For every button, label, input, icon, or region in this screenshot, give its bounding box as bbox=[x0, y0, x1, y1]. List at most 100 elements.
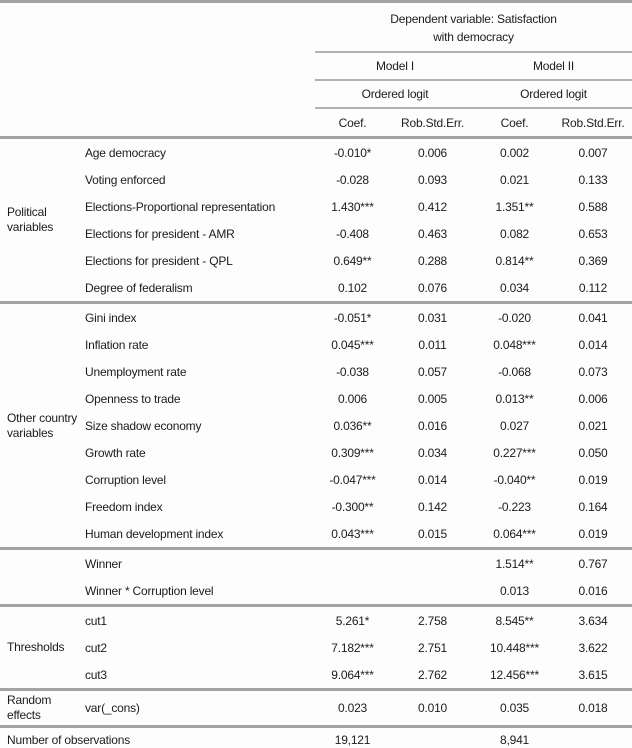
observations-model2: 8,941 bbox=[499, 733, 530, 747]
value-cell: 0.227*** bbox=[493, 445, 536, 460]
value-cell: 0.010 bbox=[417, 701, 448, 715]
header-spacer bbox=[0, 3, 315, 136]
model-header-row: Model I Model II bbox=[315, 53, 632, 79]
value-cell: 0.023 bbox=[337, 701, 368, 715]
table-row: Winner 1.514** 0.767 bbox=[82, 550, 632, 577]
value-cell: 2.758 bbox=[417, 613, 448, 628]
table-section: Other country variables Gini index -0.051*… bbox=[0, 304, 632, 547]
top-rule bbox=[0, 0, 632, 3]
table-section: Political variables Age democracy -0.010* 0… bbox=[0, 139, 632, 301]
variable-label: Growth rate bbox=[85, 445, 146, 460]
value-cell: 0.112 bbox=[578, 280, 608, 295]
value-cell: 0.015 bbox=[417, 526, 448, 541]
value-cell: 0.164 bbox=[578, 499, 608, 514]
value-cell: 0.133 bbox=[578, 172, 608, 187]
section-rows: Winner 1.514** 0.767 Winner * Corruption le… bbox=[82, 550, 632, 604]
value-cell: 0.031 bbox=[417, 310, 448, 325]
value-cell: 0.412 bbox=[417, 199, 448, 214]
table-row: Unemployment rate -0.038 0.057 -0.068 0.073 bbox=[82, 358, 632, 385]
table-row: Winner * Corruption level 0.013 0.016 bbox=[82, 577, 632, 604]
value-cell: 0.007 bbox=[578, 145, 608, 160]
value-cell: 0.019 bbox=[578, 526, 608, 541]
observations-label: Number of observations bbox=[7, 733, 130, 747]
value-cell: 0.005 bbox=[417, 391, 448, 406]
table-row: Freedom index -0.300** 0.142 -0.223 0.164 bbox=[82, 493, 632, 520]
value-cell: 0.018 bbox=[578, 701, 608, 715]
value-cell: 0.767 bbox=[578, 556, 608, 571]
table-row: Human development index 0.043*** 0.015 0.06… bbox=[82, 520, 632, 547]
table-row: Gini index -0.051* 0.031 -0.020 0.041 bbox=[82, 304, 632, 331]
table-row: Inflation rate 0.045*** 0.011 0.048*** 0.014 bbox=[82, 331, 632, 358]
table-section: Random effects var(_cons) 0.023 0.010 0.035 0… bbox=[0, 691, 632, 725]
value-cell: -0.051* bbox=[333, 310, 372, 325]
variable-label: Unemployment rate bbox=[85, 364, 187, 379]
value-cell: 0.309*** bbox=[331, 445, 374, 460]
value-cell: 7.182*** bbox=[331, 640, 374, 655]
value-cell: 3.615 bbox=[578, 667, 608, 682]
value-cell: 0.021 bbox=[578, 418, 608, 433]
group-label bbox=[0, 550, 82, 604]
observations-row: Number of observations 19,121 8,941 bbox=[0, 728, 632, 748]
coef-header-model2: Coef. bbox=[500, 115, 529, 130]
value-cell: 0.021 bbox=[499, 172, 530, 187]
table-row: Elections-Proportional representation 1.4… bbox=[82, 193, 632, 220]
value-cell: 0.057 bbox=[417, 364, 448, 379]
table-body: Political variables Age democracy -0.010* 0… bbox=[0, 139, 632, 728]
variable-label: cut2 bbox=[85, 640, 107, 655]
variable-label: Age democracy bbox=[85, 145, 166, 160]
variable-label: cut3 bbox=[85, 667, 107, 682]
value-cell: 0.006 bbox=[578, 391, 608, 406]
value-cell: 0.073 bbox=[578, 364, 608, 379]
coef-header-model1: Coef. bbox=[338, 115, 367, 130]
table-row: Voting enforced -0.028 0.093 0.021 0.133 bbox=[82, 166, 632, 193]
value-cell: 1.351** bbox=[495, 199, 534, 214]
table-row: Age democracy -0.010* 0.006 0.002 0.007 bbox=[82, 139, 632, 166]
value-cell: 0.013 bbox=[499, 583, 530, 598]
table-section: Thresholds cut1 5.261* 2.758 8.545** 3.634 cut… bbox=[0, 607, 632, 688]
table-header: Dependent variable: Satisfaction with de… bbox=[0, 3, 632, 136]
section-divider bbox=[0, 725, 632, 728]
stat-header-row: Coef. Rob.Std.Err. Coef. Rob.Std.Err. bbox=[315, 109, 632, 136]
table-row: Growth rate 0.309*** 0.034 0.227*** 0.050 bbox=[82, 439, 632, 466]
header-bottom-rule bbox=[0, 136, 632, 139]
table-row: cut2 7.182*** 2.751 10.448*** 3.622 bbox=[82, 634, 632, 661]
table-row: Corruption level -0.047*** 0.014 -0.040** 0.… bbox=[82, 466, 632, 493]
variable-label: Gini index bbox=[85, 310, 137, 325]
value-cell: -0.040** bbox=[493, 472, 536, 487]
model-1-estimator: Ordered logit bbox=[361, 87, 429, 101]
value-cell: 0.814** bbox=[495, 253, 534, 268]
value-cell: -0.068 bbox=[498, 364, 531, 379]
variable-label: Corruption level bbox=[85, 472, 166, 487]
variable-label: Winner * Corruption level bbox=[85, 583, 214, 598]
value-cell: 1.514** bbox=[495, 556, 534, 571]
value-cell: -0.010* bbox=[333, 145, 372, 160]
value-cell: 0.288 bbox=[417, 253, 448, 268]
variable-label: Degree of federalism bbox=[85, 280, 193, 295]
value-cell: 0.011 bbox=[418, 337, 447, 352]
section-rows: Age democracy -0.010* 0.006 0.002 0.007 Votin… bbox=[82, 139, 632, 301]
variable-label: Winner bbox=[85, 556, 122, 571]
value-cell: 0.050 bbox=[578, 445, 608, 460]
value-cell: 1.430*** bbox=[331, 199, 374, 214]
group-label: Thresholds bbox=[7, 640, 65, 654]
value-cell: 5.261* bbox=[335, 613, 370, 628]
variable-label: Elections-Proportional representation bbox=[85, 199, 276, 214]
value-cell: 0.019 bbox=[578, 472, 608, 487]
value-cell: 0.006 bbox=[417, 145, 448, 160]
value-cell: 0.653 bbox=[578, 226, 608, 241]
value-cell: 0.649** bbox=[333, 253, 372, 268]
value-cell: 0.016 bbox=[417, 418, 448, 433]
value-cell: 0.102 bbox=[337, 280, 368, 295]
value-cell: 3.634 bbox=[578, 613, 608, 628]
header-main: Dependent variable: Satisfaction with de… bbox=[315, 3, 632, 136]
value-cell: 0.588 bbox=[578, 199, 608, 214]
variable-label: Elections for president - QPL bbox=[85, 253, 233, 268]
value-cell: 0.043*** bbox=[331, 526, 374, 541]
value-cell: 0.045*** bbox=[331, 337, 374, 352]
value-cell: 0.036** bbox=[333, 418, 372, 433]
value-cell: -0.028 bbox=[336, 172, 369, 187]
value-cell: 10.448*** bbox=[490, 640, 539, 655]
variable-label: Elections for president - AMR bbox=[85, 226, 235, 241]
value-cell: 0.064*** bbox=[493, 526, 536, 541]
